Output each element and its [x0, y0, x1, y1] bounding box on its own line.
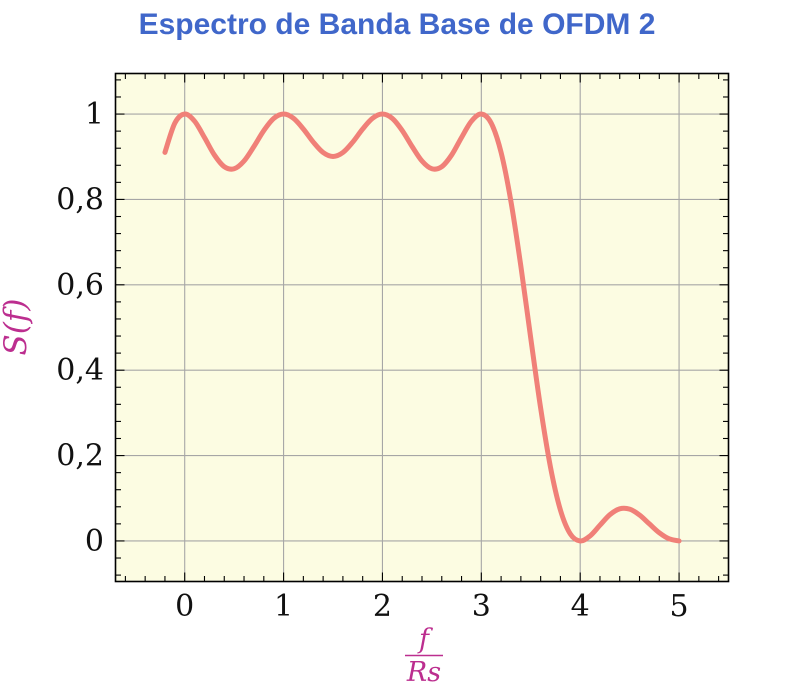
y-tick-label: 0: [85, 524, 104, 559]
x-tick-label: 4: [571, 589, 590, 624]
y-tick-label: 0,4: [56, 353, 104, 388]
chart-title: Espectro de Banda Base de OFDM 2: [138, 8, 656, 41]
x-axis-label-numerator: f: [417, 624, 433, 655]
x-tick-label: 5: [670, 589, 689, 624]
plot-background: [115, 73, 729, 582]
y-tick-label: 0,8: [56, 182, 104, 217]
y-axis-label: S(f): [0, 299, 34, 356]
x-tick-label: 0: [175, 589, 194, 624]
spectrum-curve: [162, 111, 682, 544]
y-tick-labels: 0 0,2 0,4 0,6 0,8 1: [56, 97, 104, 559]
x-tick-label: 3: [472, 589, 491, 624]
x-axis-label-denominator: Rs: [406, 657, 441, 688]
x-tick-label: 1: [274, 589, 293, 624]
tick-layer: [115, 73, 729, 582]
curve-layer: [162, 111, 682, 544]
y-tick-label: 1: [85, 97, 104, 132]
y-tick-label: 0,2: [56, 439, 104, 474]
plot-frame: [114, 72, 730, 583]
x-tick-labels: 0 1 2 3 4 5: [175, 589, 688, 624]
x-tick-label: 2: [373, 589, 392, 624]
grid-layer: [115, 73, 729, 582]
x-axis-label-fraction: f Rs: [405, 624, 443, 688]
y-tick-label: 0,6: [56, 268, 104, 303]
